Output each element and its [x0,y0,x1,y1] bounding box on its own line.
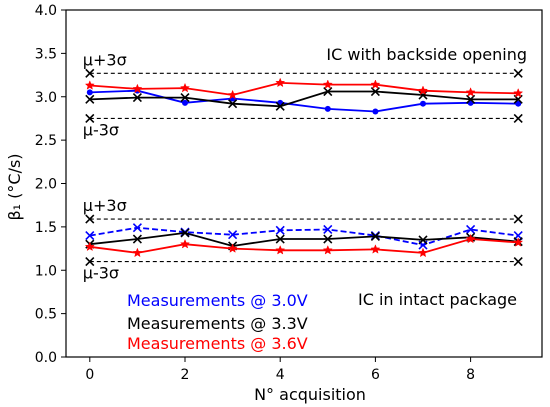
plot-area [65,9,543,358]
axis-ticks: 0 2 4 6 8 0.0 0.5 1.0 1.5 2.0 2.5 3.0 3.5 4.0 [35,3,475,383]
star-marker [179,238,191,249]
star-marker [275,77,286,88]
x-marker [85,113,95,124]
x-marker [228,230,238,240]
series-line [89,238,519,254]
x-marker [370,231,380,241]
star-marker [417,247,429,258]
legend-entry-3-3v: Measurements @ 3.3V [127,314,308,333]
star-marker [465,233,476,244]
star-marker [370,244,381,254]
star-marker [227,243,238,253]
legend-entry-3-0v: Measurements @ 3.0V [127,291,308,310]
star-marker [322,79,333,89]
dot-marker [86,89,93,96]
star-marker [275,245,286,255]
x-marker [323,234,333,244]
x-marker [132,234,142,244]
star-marker [132,83,143,94]
x-marker [513,113,523,124]
y-tick-label: 3.0 [35,90,57,106]
star-marker [322,245,333,255]
annotation-labels: μ+3σ μ-3σ μ+3σ μ-3σ IC with backside ope… [83,45,527,309]
y-tick-label: 4.0 [35,3,57,19]
star-marker [370,79,381,89]
legend-entry-3-6v: Measurements @ 3.6V [127,334,308,353]
x-tick-label: 6 [371,367,380,383]
x-marker [323,86,333,97]
dot-marker [372,108,379,115]
group-1-upper-bound-label: μ+3σ [83,50,127,69]
x-tick-label: 0 [85,367,94,383]
star-marker [513,237,524,247]
series-line [89,90,519,108]
dot-marker [324,105,331,112]
x-marker [85,230,95,241]
star-marker [84,80,95,90]
x-marker [513,257,523,267]
x-marker [85,214,95,224]
x-marker [85,94,95,104]
y-tick-label: 2.0 [35,177,57,193]
x-marker [228,99,238,109]
x-tick-label: 8 [466,367,475,383]
series-layer [84,77,524,258]
star-marker [84,241,95,252]
x-marker [513,214,523,224]
dot-marker [515,100,522,107]
x-marker [275,101,285,111]
x-marker [418,235,428,245]
x-marker [275,225,285,235]
star-marker [417,85,429,95]
bound-lines [85,68,523,267]
x-marker [180,93,190,103]
x-marker [275,234,285,244]
group-1-lower-bound-label: μ-3σ [83,120,119,139]
star-marker [132,247,143,258]
group-2-lower-bound-label: μ-3σ [83,264,119,283]
x-marker [370,86,380,97]
x-marker [418,90,428,100]
x-marker [132,223,142,233]
star-marker [179,82,191,93]
group-2-upper-bound-label: μ+3σ [83,196,127,215]
x-marker [513,68,523,78]
series-line [89,226,519,247]
x-marker [85,257,95,267]
x-axis-label: N° acquisition [254,385,366,404]
y-tick-label: 2.5 [35,133,57,149]
star-marker [513,88,524,98]
y-tick-label: 0.0 [35,350,57,366]
series-line [89,81,519,96]
x-tick-label: 2 [181,367,190,383]
series-line [89,231,519,247]
y-tick-label: 1.0 [35,263,57,279]
star-marker [465,87,476,97]
x-marker [180,228,190,238]
dot-marker [420,100,426,107]
x-marker [323,224,333,235]
legend: Measurements @ 3.0V Measurements @ 3.3V … [127,291,308,353]
y-tick-label: 0.5 [35,307,57,323]
y-axis-label: β₁ (°C/s) [5,153,24,220]
star-marker [227,89,238,100]
y-tick-label: 3.5 [35,46,57,62]
x-marker [132,93,142,103]
group-1-title: IC with backside opening [326,45,527,64]
group-2-title: IC in intact package [358,290,517,309]
x-tick-label: 4 [276,367,285,383]
x-marker [466,94,476,104]
dot-marker [182,99,188,106]
x-marker [85,68,95,78]
y-tick-label: 1.5 [35,220,57,236]
x-marker [466,224,476,235]
